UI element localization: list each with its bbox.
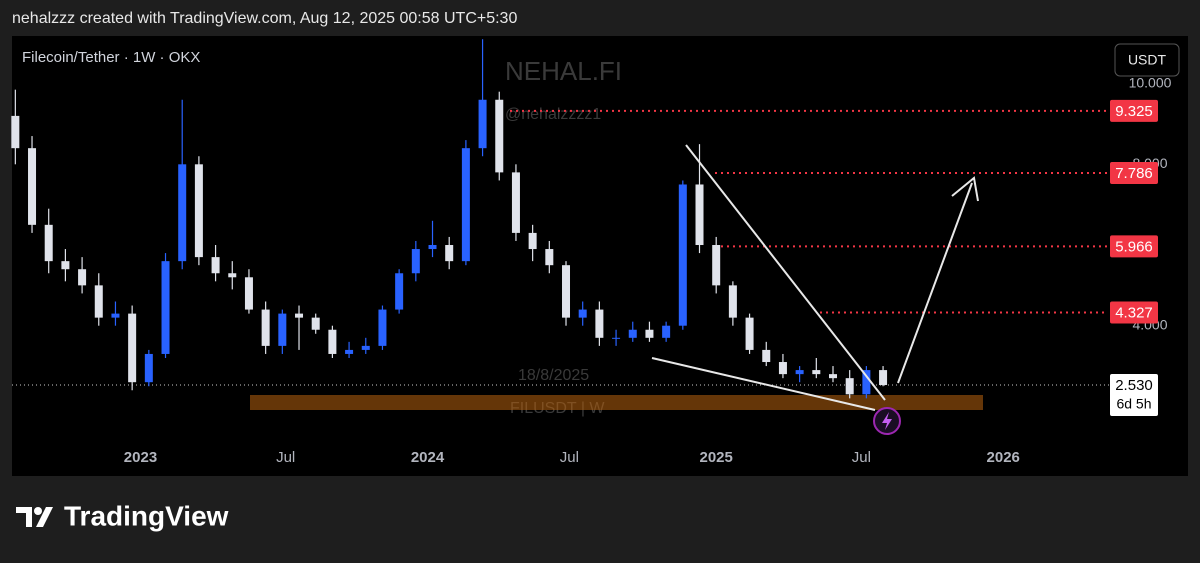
level-tag: [1110, 99, 1158, 122]
level-label: 4.327: [1115, 304, 1153, 321]
arrow-head: [951, 176, 979, 202]
candle-body: [311, 317, 320, 330]
candle-body: [261, 309, 270, 346]
currency-label: USDT: [1128, 52, 1167, 68]
currency-button[interactable]: [1114, 43, 1180, 77]
brand-name: TradingView: [64, 500, 229, 531]
candle-body: [595, 309, 604, 338]
demand-zone: [250, 395, 983, 410]
candle-body: [511, 172, 520, 233]
candle-body: [545, 249, 554, 266]
candle-body: [795, 370, 804, 375]
candle-body: [361, 345, 370, 350]
candle-body: [44, 224, 53, 262]
candle-body: [461, 148, 470, 262]
candle-body: [194, 164, 203, 258]
logo-mark: [34, 507, 42, 515]
wedge-upper: [685, 144, 886, 401]
level-label: 9.325: [1115, 103, 1153, 120]
candle-body: [111, 313, 120, 318]
candle-body: [578, 309, 587, 318]
candle-body: [61, 261, 70, 270]
candle-body: [244, 277, 253, 310]
candle-body: [328, 329, 337, 354]
candle-body: [862, 370, 871, 395]
candle-body: [228, 273, 237, 278]
candle-body: [762, 349, 771, 363]
level-tag: [1110, 161, 1158, 184]
target-arrow: [897, 182, 973, 384]
candle-body: [662, 325, 671, 338]
candle-body: [395, 273, 404, 310]
candle-body: [211, 257, 220, 274]
candle-body: [345, 349, 354, 354]
candle-body: [28, 148, 37, 225]
level-label: 5.966: [1115, 238, 1153, 255]
level-tag: [1110, 301, 1158, 324]
x-tick-label: Jul: [852, 449, 871, 466]
symbol-title: Filecoin/Tether · 1W · OKX: [22, 49, 200, 66]
candle-body: [678, 184, 687, 326]
logo-mark: [16, 507, 32, 527]
countdown: 6d 5h: [1116, 396, 1151, 412]
price-tag: [1110, 374, 1158, 417]
x-tick-label: Jul: [276, 449, 295, 466]
current-price-label: 2.530: [1115, 377, 1153, 394]
candle-body: [628, 329, 637, 338]
x-tick-label: 2024: [411, 449, 445, 466]
watermark: NEHAL.FI: [505, 56, 622, 86]
candle-body: [178, 164, 187, 262]
x-tick-label: Jul: [560, 449, 579, 466]
candle-body: [78, 269, 87, 286]
candle-body: [812, 370, 821, 375]
y-tick-label: 10.000: [1129, 74, 1172, 90]
candle-body: [144, 353, 153, 383]
candle-body: [295, 313, 304, 318]
logo-mark: [36, 507, 53, 527]
x-tick-label: 2025: [700, 449, 733, 466]
candle-body: [478, 99, 487, 149]
candle-body: [94, 285, 103, 318]
attribution: nehalzzz created with TradingView.com, A…: [12, 10, 517, 27]
candle-body: [612, 337, 621, 339]
brand-logo: TradingView: [16, 500, 229, 531]
candle-body: [879, 370, 888, 386]
candle-body: [745, 317, 754, 350]
candle-body: [528, 232, 537, 250]
candle-body: [11, 115, 20, 149]
candle-body: [428, 245, 437, 250]
candle-body: [728, 285, 737, 318]
candle-body: [495, 99, 504, 173]
alert-bolt: [882, 412, 892, 430]
candle-body: [845, 378, 854, 395]
candle-body: [778, 362, 787, 375]
candle-body: [128, 313, 137, 383]
level-label: 7.786: [1115, 165, 1153, 182]
candle-body: [829, 374, 838, 379]
candle-body: [645, 329, 654, 338]
x-tick-label: 2026: [987, 449, 1020, 466]
wedge-lower: [651, 357, 876, 411]
watermark: @nehalzzzz1: [505, 106, 601, 123]
drawings: [651, 144, 979, 435]
level-tag: [1110, 235, 1158, 258]
candle-body: [278, 313, 287, 346]
candle-body: [378, 309, 387, 346]
watermark: 18/8/2025: [518, 367, 589, 384]
candle-body: [712, 245, 721, 286]
plot: 10.0008.0004.0002023Jul2024Jul2025Jul202…: [11, 39, 1172, 466]
x-tick-label: 2023: [124, 449, 157, 466]
candle-body: [695, 184, 704, 246]
candle-body: [161, 261, 170, 354]
candle-body: [562, 265, 571, 318]
candle-body: [411, 249, 420, 274]
candle-body: [445, 245, 454, 262]
